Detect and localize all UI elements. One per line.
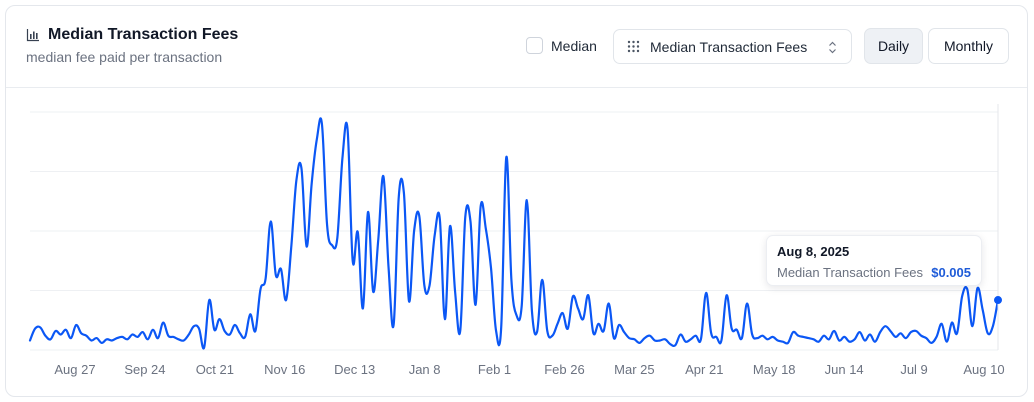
median-toggle[interactable]: Median [526,37,597,54]
series-line [28,117,1000,350]
x-tick-label: Nov 16 [264,362,305,377]
metric-select[interactable]: Median Transaction Fees [613,29,852,64]
x-tick-label: Oct 21 [196,362,234,377]
title-row: Median Transaction Fees [26,26,238,44]
x-tick-label: Jul 9 [900,362,927,377]
median-label: Median [551,37,597,54]
bar-chart-icon [26,29,39,42]
chart-title: Median Transaction Fees [48,26,239,43]
x-tick-label: May 18 [753,362,796,377]
x-tick-label: Apr 21 [685,362,723,377]
tooltip-value: $0.005 [931,265,971,280]
x-tick-label: Feb 26 [544,362,584,377]
x-tick-label: Aug 27 [54,362,95,377]
x-tick-label: Jan 8 [409,362,441,377]
chart-card: Median Transaction Fees median fee paid … [5,5,1028,397]
daily-button[interactable]: Daily [864,28,923,64]
x-tick-label: Aug 10 [963,362,1004,377]
hover-point [994,296,1002,305]
monthly-button[interactable]: Monthly [928,28,1009,64]
tooltip-date: Aug 8, 2025 [777,244,850,259]
chart-subtitle: median fee paid per transaction [26,49,223,65]
chevron-up-down-icon [829,41,836,54]
x-tick-label: Mar 25 [614,362,654,377]
chart-header: Median Transaction Fees median fee paid … [6,6,1027,88]
metric-select-label: Median Transaction Fees [650,38,808,55]
median-checkbox[interactable] [526,37,543,54]
tooltip-label: Median Transaction Fees [777,265,923,280]
tooltip: Aug 8, 2025 Median Transaction Fees $0.0… [766,235,982,286]
x-tick-label: Sep 24 [124,362,165,377]
x-tick-label: Jun 14 [825,362,864,377]
x-tick-label: Feb 1 [478,362,511,377]
grip-icon [627,40,640,53]
x-tick-label: Dec 13 [334,362,375,377]
